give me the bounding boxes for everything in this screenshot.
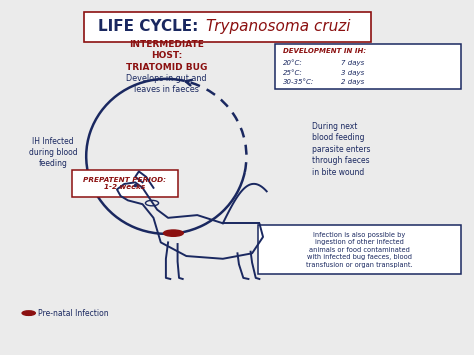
Ellipse shape — [22, 311, 36, 315]
Text: During next
blood feeding
parasite enters
through faeces
in bite wound: During next blood feeding parasite enter… — [312, 122, 371, 177]
Text: 20°C:: 20°C: — [283, 60, 303, 66]
Text: Infection is also possible by
ingestion of other infected
animals or food contam: Infection is also possible by ingestion … — [306, 232, 413, 268]
Text: Trypanosoma cruzi: Trypanosoma cruzi — [206, 19, 351, 34]
Text: 3 days: 3 days — [341, 70, 364, 76]
Text: Develops in gut and
leaves in faeces: Develops in gut and leaves in faeces — [126, 74, 207, 94]
Text: LIFE CYCLE:: LIFE CYCLE: — [98, 19, 209, 34]
Text: 2 days: 2 days — [341, 79, 364, 85]
Text: DEVELOPMENT IN IH:: DEVELOPMENT IN IH: — [283, 48, 366, 54]
Text: IH Infected
during blood
feeding: IH Infected during blood feeding — [29, 137, 78, 168]
Text: PREPATENT PERIOD:
1-2 weeks: PREPATENT PERIOD: 1-2 weeks — [83, 177, 166, 190]
FancyBboxPatch shape — [275, 44, 461, 89]
Text: 7 days: 7 days — [341, 60, 364, 66]
FancyBboxPatch shape — [258, 225, 461, 274]
Text: 25°C:: 25°C: — [283, 70, 303, 76]
FancyBboxPatch shape — [84, 12, 371, 42]
Ellipse shape — [164, 230, 183, 236]
Text: INTERMEDIATE
HOST:
TRIATOMID BUG: INTERMEDIATE HOST: TRIATOMID BUG — [126, 40, 207, 72]
FancyBboxPatch shape — [72, 170, 178, 197]
Text: 30-35°C:: 30-35°C: — [283, 79, 314, 85]
Text: Pre-natal Infection: Pre-natal Infection — [38, 308, 109, 318]
